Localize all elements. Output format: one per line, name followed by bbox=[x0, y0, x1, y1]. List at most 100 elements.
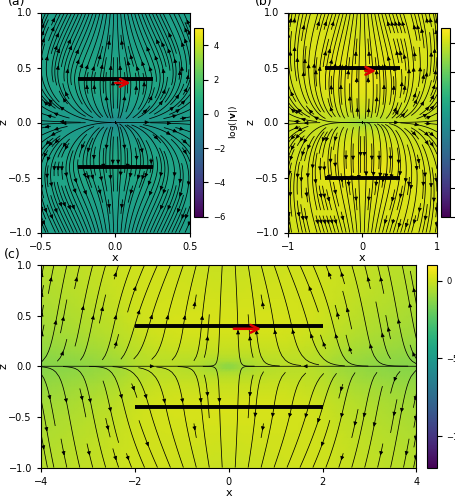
FancyArrowPatch shape bbox=[107, 204, 111, 208]
FancyArrowPatch shape bbox=[379, 452, 383, 454]
FancyArrowPatch shape bbox=[405, 224, 408, 226]
FancyArrowPatch shape bbox=[328, 50, 331, 53]
FancyArrowPatch shape bbox=[57, 50, 60, 52]
FancyArrowPatch shape bbox=[137, 310, 140, 314]
FancyArrowPatch shape bbox=[384, 64, 386, 68]
FancyArrowPatch shape bbox=[88, 399, 91, 402]
FancyArrowPatch shape bbox=[413, 220, 416, 223]
FancyArrowPatch shape bbox=[154, 136, 157, 139]
FancyArrowPatch shape bbox=[121, 204, 123, 208]
FancyArrowPatch shape bbox=[291, 92, 293, 96]
FancyArrowPatch shape bbox=[80, 64, 83, 68]
FancyArrowPatch shape bbox=[98, 56, 101, 59]
FancyArrowPatch shape bbox=[185, 28, 187, 32]
FancyArrowPatch shape bbox=[302, 26, 305, 29]
FancyArrowPatch shape bbox=[329, 273, 331, 276]
FancyArrowPatch shape bbox=[296, 174, 299, 177]
FancyArrowPatch shape bbox=[367, 278, 370, 281]
FancyArrowPatch shape bbox=[334, 64, 336, 68]
FancyArrowPatch shape bbox=[237, 331, 240, 334]
FancyArrowPatch shape bbox=[331, 22, 334, 26]
FancyArrowPatch shape bbox=[391, 198, 394, 200]
FancyArrowPatch shape bbox=[341, 273, 344, 276]
FancyArrowPatch shape bbox=[40, 20, 43, 23]
FancyArrowPatch shape bbox=[131, 386, 135, 390]
FancyArrowPatch shape bbox=[248, 337, 252, 340]
FancyArrowPatch shape bbox=[56, 166, 60, 170]
FancyArrowPatch shape bbox=[420, 30, 424, 32]
FancyArrowPatch shape bbox=[289, 52, 292, 55]
FancyArrowPatch shape bbox=[432, 86, 435, 88]
FancyArrowPatch shape bbox=[371, 66, 374, 70]
FancyArrowPatch shape bbox=[378, 66, 381, 68]
Y-axis label: z: z bbox=[0, 120, 9, 126]
FancyArrowPatch shape bbox=[49, 142, 52, 146]
FancyArrowPatch shape bbox=[40, 207, 43, 210]
FancyArrowPatch shape bbox=[116, 160, 120, 163]
FancyArrowPatch shape bbox=[435, 208, 438, 211]
X-axis label: x: x bbox=[225, 488, 232, 498]
FancyArrowPatch shape bbox=[412, 132, 415, 135]
FancyArrowPatch shape bbox=[142, 176, 145, 179]
FancyArrowPatch shape bbox=[318, 68, 321, 70]
FancyArrowPatch shape bbox=[415, 166, 418, 170]
FancyArrowPatch shape bbox=[44, 153, 47, 156]
FancyArrowPatch shape bbox=[127, 62, 130, 65]
FancyArrowPatch shape bbox=[387, 328, 390, 331]
FancyArrowPatch shape bbox=[182, 101, 185, 104]
FancyArrowPatch shape bbox=[399, 172, 402, 174]
FancyArrowPatch shape bbox=[424, 216, 427, 220]
FancyArrowPatch shape bbox=[414, 396, 417, 400]
FancyArrowPatch shape bbox=[106, 426, 109, 429]
FancyArrowPatch shape bbox=[41, 32, 44, 34]
FancyArrowPatch shape bbox=[383, 86, 385, 88]
FancyArrowPatch shape bbox=[119, 66, 122, 70]
FancyArrowPatch shape bbox=[397, 160, 400, 163]
FancyArrowPatch shape bbox=[46, 141, 50, 144]
FancyArrowPatch shape bbox=[300, 178, 303, 181]
FancyArrowPatch shape bbox=[182, 214, 185, 218]
FancyArrowPatch shape bbox=[430, 184, 433, 186]
FancyArrowPatch shape bbox=[339, 86, 342, 88]
FancyArrowPatch shape bbox=[135, 86, 138, 90]
FancyArrowPatch shape bbox=[327, 198, 330, 200]
FancyArrowPatch shape bbox=[293, 19, 296, 22]
FancyArrowPatch shape bbox=[417, 160, 420, 162]
FancyArrowPatch shape bbox=[181, 67, 183, 70]
FancyArrowPatch shape bbox=[359, 152, 362, 156]
FancyArrowPatch shape bbox=[146, 442, 148, 446]
FancyArrowPatch shape bbox=[350, 176, 353, 179]
FancyArrowPatch shape bbox=[120, 394, 122, 398]
FancyArrowPatch shape bbox=[292, 110, 295, 112]
FancyArrowPatch shape bbox=[166, 316, 169, 319]
FancyArrowPatch shape bbox=[56, 66, 59, 70]
FancyArrowPatch shape bbox=[160, 172, 162, 176]
FancyArrowPatch shape bbox=[102, 78, 105, 81]
FancyArrowPatch shape bbox=[180, 127, 183, 130]
FancyArrowPatch shape bbox=[321, 442, 324, 446]
FancyArrowPatch shape bbox=[305, 122, 308, 124]
FancyArrowPatch shape bbox=[53, 166, 56, 170]
FancyArrowPatch shape bbox=[64, 143, 66, 146]
FancyArrowPatch shape bbox=[368, 52, 371, 56]
FancyArrowPatch shape bbox=[48, 396, 51, 399]
FancyArrowPatch shape bbox=[399, 194, 402, 198]
FancyArrowPatch shape bbox=[330, 220, 333, 224]
FancyArrowPatch shape bbox=[69, 46, 72, 50]
FancyArrowPatch shape bbox=[68, 206, 71, 209]
FancyArrowPatch shape bbox=[87, 148, 90, 152]
FancyArrowPatch shape bbox=[323, 220, 326, 224]
FancyArrowPatch shape bbox=[384, 220, 387, 223]
FancyArrowPatch shape bbox=[304, 364, 307, 368]
FancyArrowPatch shape bbox=[248, 392, 252, 396]
FancyArrowPatch shape bbox=[143, 83, 146, 86]
FancyArrowPatch shape bbox=[162, 70, 165, 73]
FancyArrowPatch shape bbox=[157, 40, 159, 43]
FancyArrowPatch shape bbox=[62, 452, 65, 454]
FancyArrowPatch shape bbox=[172, 115, 176, 117]
FancyArrowPatch shape bbox=[130, 56, 133, 59]
FancyArrowPatch shape bbox=[404, 178, 407, 182]
FancyArrowPatch shape bbox=[375, 71, 378, 74]
FancyArrowPatch shape bbox=[86, 176, 89, 179]
FancyArrowPatch shape bbox=[339, 64, 342, 68]
